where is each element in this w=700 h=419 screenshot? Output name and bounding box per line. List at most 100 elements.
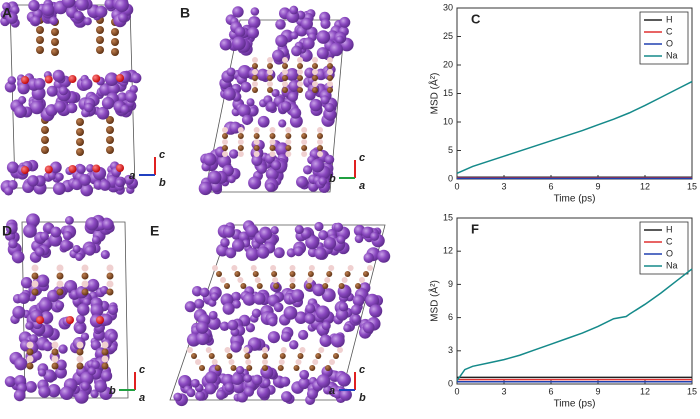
atom xyxy=(56,288,64,296)
na-atom xyxy=(18,292,30,304)
atom xyxy=(31,264,39,272)
na-atom xyxy=(80,183,94,197)
na-atom xyxy=(90,389,99,399)
atom xyxy=(101,355,109,363)
x-tick-label: 3 xyxy=(501,181,506,191)
atom xyxy=(317,127,323,133)
atom xyxy=(36,316,44,324)
atom xyxy=(297,63,303,69)
legend-label: Na xyxy=(666,260,678,270)
na-atom xyxy=(293,246,304,257)
atom xyxy=(106,272,114,280)
atom xyxy=(224,347,231,353)
na-atom xyxy=(302,165,313,175)
na-atom xyxy=(61,0,76,8)
na-atom xyxy=(190,378,200,388)
x-tick-label: 6 xyxy=(548,386,553,396)
axis-name: b xyxy=(329,173,336,185)
na-atom xyxy=(245,247,260,261)
na-atom xyxy=(309,98,323,112)
na-atom xyxy=(369,304,383,318)
atom xyxy=(111,28,119,36)
na-atom xyxy=(232,6,244,18)
atom xyxy=(252,271,259,277)
na-atom xyxy=(47,383,61,398)
atom xyxy=(317,145,323,151)
na-atom xyxy=(267,316,278,327)
na-atom xyxy=(75,0,89,11)
atom xyxy=(327,69,333,75)
na-atom xyxy=(108,332,118,342)
atom xyxy=(81,288,89,296)
na-atom xyxy=(286,248,296,258)
na-atom xyxy=(217,154,232,169)
atom xyxy=(51,355,59,363)
atom xyxy=(51,362,59,370)
na-atom xyxy=(65,216,74,225)
legend-label: O xyxy=(666,248,673,258)
na-atom xyxy=(196,331,210,346)
atom xyxy=(253,127,260,133)
atom xyxy=(253,133,260,139)
na-atom xyxy=(86,164,95,173)
atom xyxy=(92,74,101,83)
na-atom xyxy=(34,246,45,257)
na-atom xyxy=(333,389,343,399)
atom xyxy=(289,271,296,277)
na-atom xyxy=(222,225,235,238)
na-atom xyxy=(250,7,260,16)
na-atom xyxy=(280,376,291,387)
na-atom xyxy=(246,98,255,107)
na-atom xyxy=(207,316,221,330)
na-atom xyxy=(314,247,327,260)
legend-label: H xyxy=(666,224,673,234)
na-atom xyxy=(49,16,58,26)
atom xyxy=(307,271,314,277)
atom xyxy=(51,28,59,36)
na-atom xyxy=(5,11,18,25)
na-atom xyxy=(338,302,348,312)
x-tick-label: 9 xyxy=(595,181,600,191)
na-atom xyxy=(247,26,260,39)
na-atom xyxy=(298,377,311,390)
na-atom xyxy=(287,91,298,102)
atom xyxy=(68,75,77,83)
axis-name: a xyxy=(129,170,135,182)
atom xyxy=(101,362,109,370)
axis-name: b xyxy=(159,177,166,189)
na-atom xyxy=(283,306,298,320)
na-atom xyxy=(262,378,271,388)
series-line xyxy=(456,268,693,382)
na-atom xyxy=(90,340,101,351)
na-atom xyxy=(253,292,266,305)
atom xyxy=(106,264,114,272)
atom xyxy=(81,280,89,288)
na-atom xyxy=(118,12,128,23)
atom xyxy=(199,365,205,371)
na-atom xyxy=(60,239,72,252)
atom xyxy=(234,271,241,277)
na-atom xyxy=(79,174,91,186)
na-atom xyxy=(100,313,113,326)
atom xyxy=(76,128,84,136)
na-atom xyxy=(62,231,73,241)
atom xyxy=(271,271,278,277)
na-atom xyxy=(6,161,19,174)
atom xyxy=(262,347,268,353)
na-atom xyxy=(259,227,273,241)
na-atom xyxy=(237,104,251,118)
na-atom xyxy=(7,76,17,85)
na-atom xyxy=(94,380,107,393)
y-tick-label: 15 xyxy=(443,212,453,222)
atom xyxy=(208,353,215,359)
atom xyxy=(226,353,233,359)
x-tick-label: 9 xyxy=(595,386,600,396)
na-atom xyxy=(324,154,335,165)
y-axis-label: MSD (Å²) xyxy=(428,73,441,115)
atom xyxy=(56,264,64,272)
na-atom xyxy=(316,47,329,60)
atom xyxy=(301,127,308,133)
na-atom xyxy=(58,86,68,96)
na-atom xyxy=(350,304,362,315)
na-atom xyxy=(36,274,50,288)
